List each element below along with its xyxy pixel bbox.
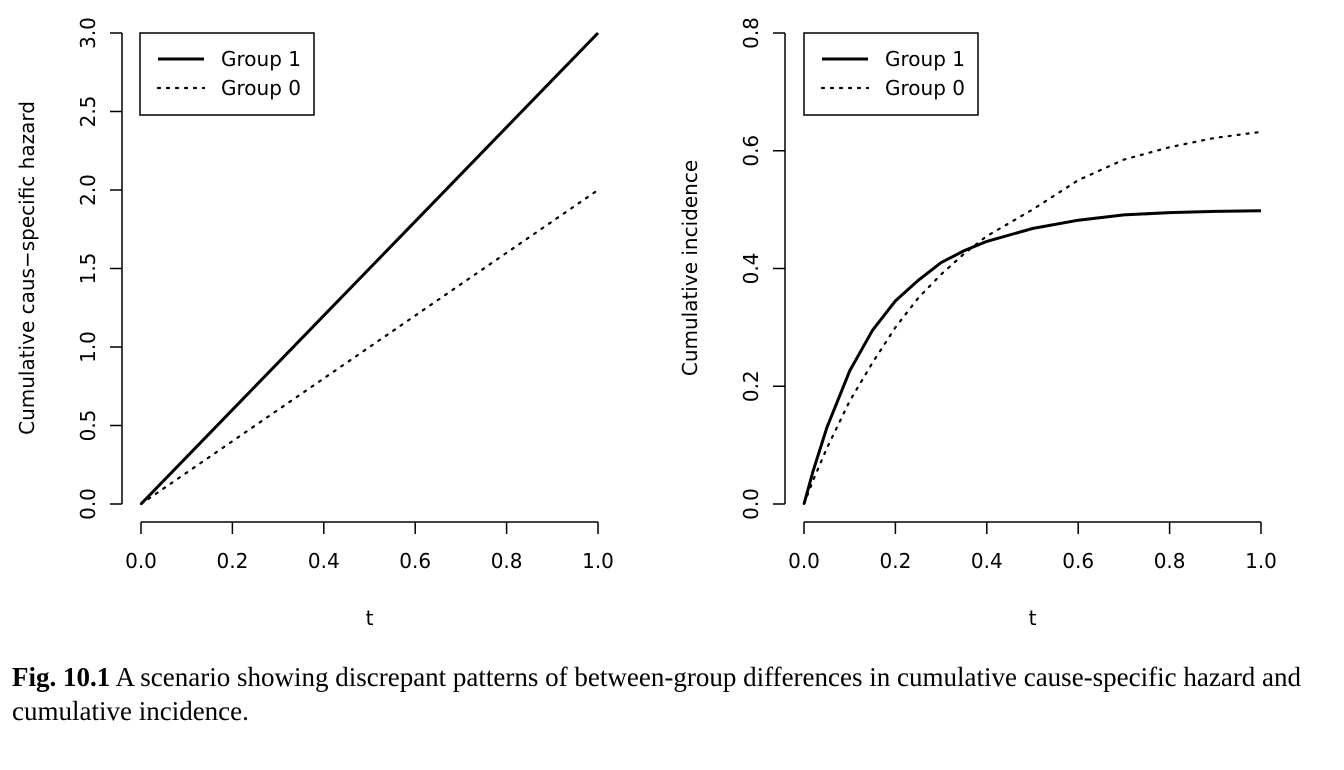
series-line-group-0 <box>802 130 1263 506</box>
x-tick-label: 0.0 <box>125 549 157 573</box>
legend-label: Group 0 <box>885 76 965 100</box>
caption-text: A scenario showing discrepant patterns o… <box>12 662 1302 726</box>
x-tick-label: 0.4 <box>971 549 1003 573</box>
y-tick-label: 1.5 <box>76 253 100 285</box>
caption-label: Fig. 10.1 <box>12 662 111 692</box>
x-axis-label: t <box>1029 606 1037 630</box>
x-tick-label: 0.6 <box>1062 549 1094 573</box>
x-tick-label: 1.0 <box>582 549 614 573</box>
y-tick-label: 0.2 <box>739 370 763 402</box>
incidence-panel: 0.0 0.2 0.4 0.6 0.8 1.0 t 0.0 0.2 0.4 0.6 0.8 Cumula… <box>678 17 1277 630</box>
y-tick-label: 1.0 <box>76 331 100 363</box>
y-tick-label: 2.5 <box>76 96 100 128</box>
x-tick-label: 0.8 <box>491 549 523 573</box>
x-tick-label: 0.2 <box>879 549 911 573</box>
y-tick-label: 0.0 <box>76 488 100 520</box>
y-tick-label: 0.4 <box>739 253 763 285</box>
y-tick-label: 0.8 <box>739 17 763 49</box>
x-tick-label: 0.8 <box>1154 549 1186 573</box>
series-line-group-1 <box>139 31 600 506</box>
y-tick-label: 0.6 <box>739 135 763 167</box>
y-axis-label: Cumulative incidence <box>678 160 702 376</box>
x-axis-label: t <box>366 606 374 630</box>
x-tick-label: 0.2 <box>216 549 248 573</box>
x-tick-label: 0.4 <box>308 549 340 573</box>
y-tick-label: 2.0 <box>76 174 100 206</box>
legend-box <box>803 32 979 116</box>
series-line-group-0 <box>139 188 600 506</box>
x-tick-label: 1.0 <box>1245 549 1277 573</box>
y-tick-label: 3.0 <box>76 17 100 49</box>
hazard-panel: 0.0 0.2 0.4 0.6 0.8 1.0 t 0.0 0.5 1.0 1.5 2.0 2.5 3.0… <box>15 17 614 630</box>
figure-caption: Fig. 10.1 A scenario showing discrepant … <box>12 660 1334 728</box>
x-tick-label: 0.0 <box>788 549 820 573</box>
series-line-group-1 <box>802 209 1262 505</box>
legend-label: Group 1 <box>885 47 965 71</box>
legend-box <box>139 32 315 116</box>
y-axis-label: Cumulative caus−specific hazard <box>15 101 39 435</box>
y-tick-label: 0.5 <box>76 410 100 442</box>
figure: 0.0 0.2 0.4 0.6 0.8 1.0 t 0.0 0.5 1.0 1.5 2.0 2.5 3.0… <box>15 17 1277 630</box>
y-tick-label: 0.0 <box>739 488 763 520</box>
legend-label: Group 0 <box>221 76 301 100</box>
x-tick-label: 0.6 <box>399 549 431 573</box>
legend-label: Group 1 <box>221 47 301 71</box>
